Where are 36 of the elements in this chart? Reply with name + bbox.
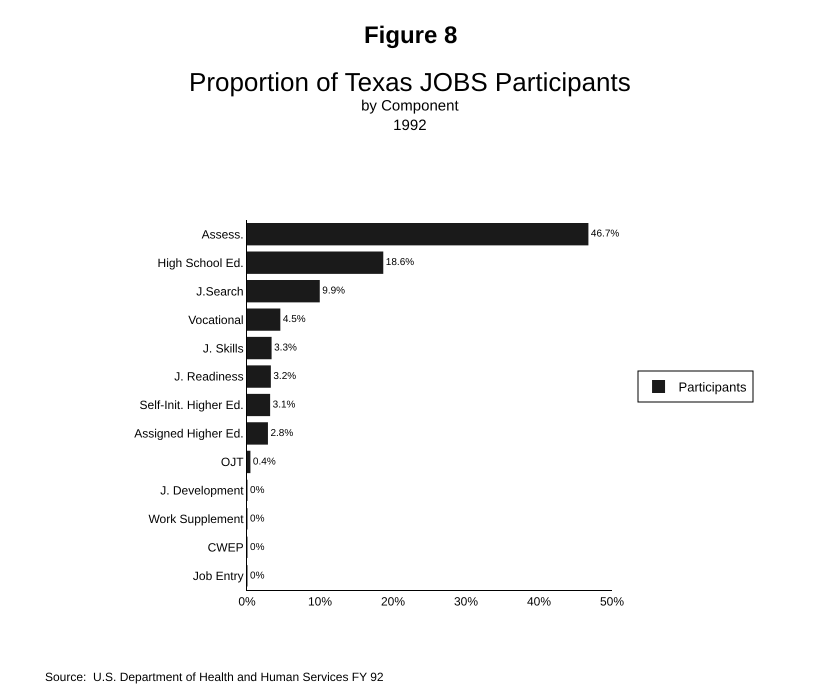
chart-subtitle: Proportion of Texas JOBS Participants by Component 1992 (189, 67, 631, 134)
y-tick-label: J.Search (196, 284, 244, 298)
data-label: 0% (250, 513, 265, 524)
x-tick-label: 10% (308, 594, 332, 608)
data-label: 9.9% (322, 286, 346, 297)
x-tick-label: 0% (238, 594, 256, 608)
y-tick-label: J. Readiness (174, 370, 244, 384)
y-tick-label: Assess. (202, 227, 244, 242)
data-label: 4.5% (282, 314, 306, 326)
x-tick-label: 40% (526, 594, 552, 608)
data-label: 0.4% (252, 456, 276, 468)
legend-label: Participants (678, 380, 747, 395)
y-tick-label: J. Development (160, 484, 244, 498)
y-tick-label: J. Skills (202, 341, 244, 356)
x-tick-label: 20% (380, 594, 406, 608)
data-label: 18.6% (386, 257, 414, 268)
y-tick-label: OJT (220, 455, 244, 470)
x-tick-label: 50% (600, 594, 624, 608)
x-tick-label: 30% (454, 594, 478, 608)
data-label: 2.8% (270, 428, 294, 439)
data-label: 46.7% (590, 228, 620, 240)
y-tick-label: Self-Init. Higher Ed. (140, 398, 244, 412)
y-tick-label: Assigned Higher Ed. (134, 426, 244, 441)
y-tick-label: Work Supplement (148, 512, 244, 526)
data-label: 3.2% (273, 371, 296, 382)
data-label: 0% (250, 570, 265, 582)
y-tick-label: Vocational (188, 312, 244, 327)
data-label: 3.1% (272, 400, 296, 410)
chart-title: Figure 8 (364, 22, 458, 49)
y-tick-label: CWEP (208, 540, 244, 555)
data-label: 3.3% (274, 342, 297, 354)
data-label: 0% (250, 484, 265, 496)
source-note: Source: U.S. Department of Health and Human Services FY 92 (45, 670, 384, 684)
data-label: 0% (250, 542, 265, 553)
y-tick-label: Job Entry (192, 568, 244, 583)
y-tick-label: High School Ed. (158, 256, 244, 270)
